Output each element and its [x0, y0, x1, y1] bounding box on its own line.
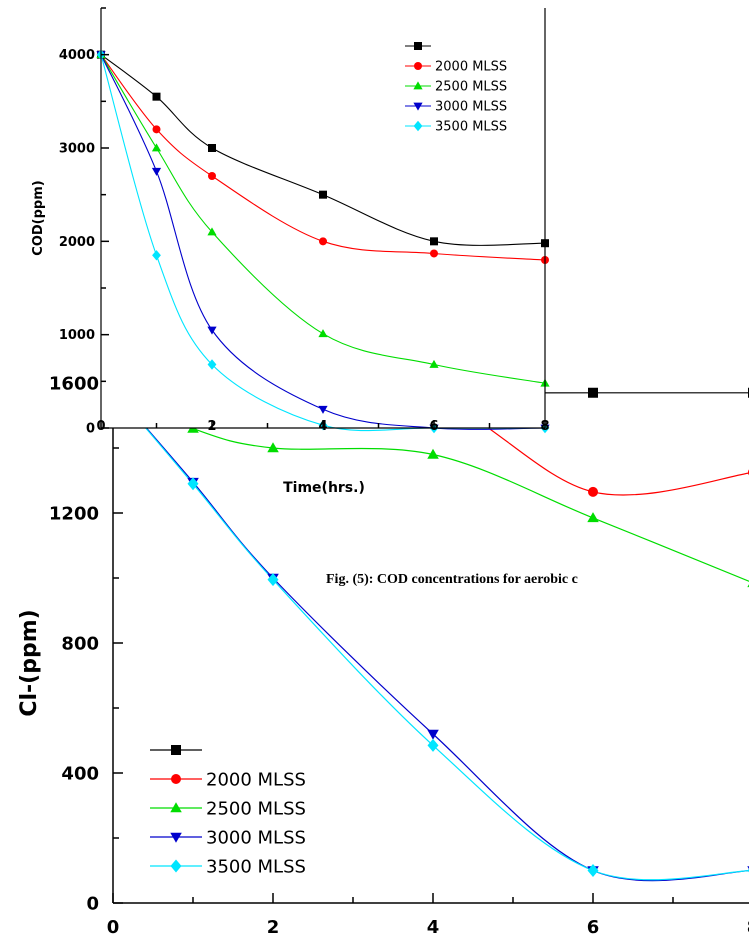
cod-series-1-point — [430, 249, 438, 258]
cl-legend-label: 2000 MLSS — [206, 769, 306, 790]
cl-legend-label: 3000 MLSS — [206, 827, 306, 848]
cl-series-1-point — [588, 486, 598, 497]
cod-x-tick-label: 2 — [207, 419, 216, 434]
cl-legend-label: 2500 MLSS — [206, 798, 306, 819]
cod-y-tick-label: 3000 — [59, 142, 95, 157]
cl-x-tick-label: 0 — [107, 917, 120, 938]
cl-y-tick-label: 800 — [61, 633, 99, 654]
cod-series-1-point — [152, 125, 161, 134]
cod-series-1-line — [100, 54, 546, 261]
cod-series-3-point — [207, 326, 217, 335]
cod-x-tick-label: 8 — [540, 419, 549, 434]
cl-y-axis-label: Cl-(ppm) — [17, 609, 42, 716]
cl-series-2-point — [427, 448, 439, 459]
cod-legend-label: 2500 MLSS — [435, 80, 507, 95]
cl-legend-marker — [170, 802, 182, 813]
cod-series-1-point — [319, 237, 327, 246]
cod-legend-marker — [413, 81, 423, 90]
cod-legend-label: 2000 MLSS — [435, 60, 507, 75]
cod-y-tick-label: 1000 — [59, 328, 95, 343]
cl-legend-marker — [171, 774, 181, 784]
cl-series-2-point — [267, 442, 279, 453]
cod-legend-marker — [414, 62, 422, 70]
cod-series-2-line — [100, 54, 546, 384]
cod-legend-label: 3000 MLSS — [435, 100, 507, 115]
cod-series-2-point — [207, 227, 217, 236]
cod-y-axis-label: COD(ppm) — [31, 180, 46, 255]
cl-y-tick-label: 1200 — [49, 503, 99, 524]
cl-series-4-point — [267, 573, 279, 587]
cod-x-axis-label: Time(hrs.) — [283, 480, 365, 496]
cod-chart: 0 2 4 6 8 0 1000 2000 3000 4000 COD(ppm) Time(hrs.)… — [31, 7, 550, 496]
cl-y-tick-label: 1600 — [49, 373, 99, 394]
cod-y-tick-label: 0 — [86, 422, 95, 437]
cod-series-0-point — [319, 190, 327, 199]
cl-legend-marker — [171, 745, 181, 755]
cod-series-3-point — [151, 167, 162, 176]
cl-series-4-point — [187, 477, 199, 491]
cod-series-2-point — [151, 143, 162, 152]
cod-series-2-point — [318, 329, 328, 338]
cl-series-2-point — [587, 512, 599, 523]
cod-series-3-point — [318, 405, 328, 414]
cod-series-4-point — [207, 359, 217, 370]
cl-series-0-point — [588, 387, 598, 398]
cod-series-0-point — [430, 237, 438, 246]
cod-legend-marker — [414, 42, 422, 50]
cod-legend-marker — [413, 120, 423, 132]
cod-series-4-point — [152, 250, 161, 261]
cod-legend-label: 3500 MLSS — [435, 120, 507, 135]
cod-series-1-point — [208, 172, 216, 180]
cl-x-tick-label: 4 — [427, 917, 440, 938]
cod-x-tick-label: 4 — [318, 419, 327, 434]
cl-chart: 02468040080012001600Cl-(ppm)2000 MLSS250… — [17, 373, 749, 938]
cl-y-tick-label: 0 — [86, 893, 99, 914]
cod-y-tick-label: 4000 — [59, 48, 95, 63]
cl-x-tick-label: 8 — [747, 917, 749, 938]
cl-legend-label: 3500 MLSS — [206, 856, 306, 877]
cod-series-2-point — [429, 359, 439, 368]
cl-x-tick-label: 2 — [267, 917, 280, 938]
cl-x-tick-label: 6 — [587, 917, 600, 938]
cod-series-0-point — [152, 92, 161, 101]
cod-series-0-point — [208, 144, 216, 152]
cod-x-tick-label: 0 — [96, 419, 105, 434]
cod-y-tick-label: 2000 — [59, 235, 95, 250]
cod-chart-background — [101, 8, 545, 428]
cod-x-tick-label: 6 — [429, 419, 438, 434]
cl-legend-marker — [170, 832, 182, 843]
cl-series-3-point — [427, 729, 439, 740]
cl-y-tick-label: 400 — [61, 763, 99, 784]
cl-legend-marker — [170, 859, 182, 873]
figure-caption: Fig. (5): COD concentrations for aerobic… — [326, 572, 578, 587]
cod-legend-marker — [413, 102, 423, 111]
cl-series-4-point — [427, 738, 439, 752]
cl-series-4-point — [587, 864, 599, 877]
